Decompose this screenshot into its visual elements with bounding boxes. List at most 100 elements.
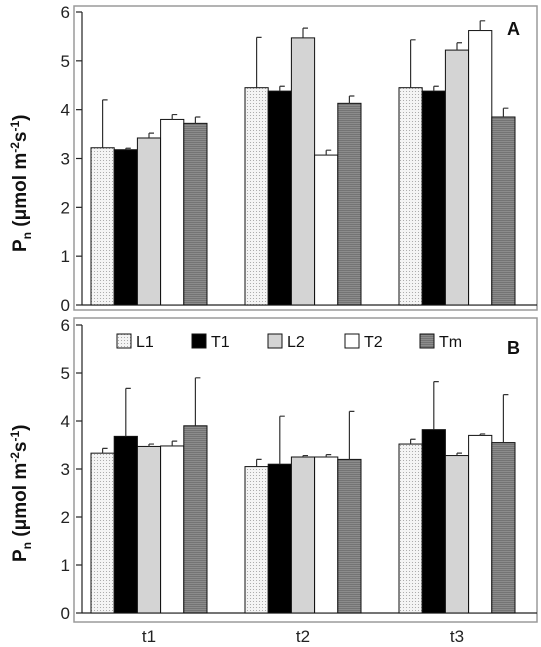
legend-swatch-t1 xyxy=(191,333,207,349)
bar-tm-t2 xyxy=(337,102,362,306)
bar-t1-t3 xyxy=(421,90,446,306)
panel-a-error-bars xyxy=(102,20,509,156)
error-bar-t2-t2 xyxy=(325,149,332,156)
y-tick-label: 1 xyxy=(61,556,70,575)
y-tick-label: 3 xyxy=(61,150,70,169)
bar-tm-t1 xyxy=(183,122,208,306)
legend-label-l1: L1 xyxy=(136,334,154,351)
error-bar-l1-t1 xyxy=(102,447,108,454)
error-bar-t2-t3 xyxy=(479,433,486,436)
panel-b-legend: L1 T1 L2 T2 Tm xyxy=(116,333,462,351)
y-tick-label: 2 xyxy=(61,508,70,527)
legend-label-t2: T2 xyxy=(364,334,383,351)
y-tick-label: 0 xyxy=(61,296,70,315)
bar-t2-t3 xyxy=(468,434,493,614)
bar-t2-t2 xyxy=(314,456,339,614)
error-bar-t1-t2 xyxy=(279,85,285,92)
bar-tm-t3 xyxy=(491,116,516,306)
error-bar-tm-t3 xyxy=(502,394,509,443)
legend-label-t1: T1 xyxy=(211,334,230,351)
legend-label-tm: Tm xyxy=(439,334,462,351)
bar-l1-t2 xyxy=(244,466,269,614)
bar-t2-t1 xyxy=(160,445,185,614)
x-category-label-t2: t2 xyxy=(296,627,310,646)
x-category-label-t1: t1 xyxy=(142,627,156,646)
legend-swatch-t2 xyxy=(344,333,360,349)
bar-l2-t3 xyxy=(444,49,470,306)
bar-l2-t1 xyxy=(136,445,162,614)
error-bar-l1-t1 xyxy=(102,99,108,148)
bar-l1-t1 xyxy=(90,147,115,306)
error-bar-tm-t3 xyxy=(502,107,509,117)
bar-t1-t3 xyxy=(421,429,446,614)
y-axis-title-b: Pn (μmol m-2s-1) xyxy=(8,425,34,562)
bar-l1-t2 xyxy=(244,87,269,306)
y-tick-label: 4 xyxy=(61,412,70,431)
y-tick-label: 1 xyxy=(61,247,70,266)
bar-l1-t3 xyxy=(398,443,423,614)
error-bar-tm-t2 xyxy=(348,410,355,460)
x-category-labels: t1 t2 t3 xyxy=(142,627,464,646)
error-bar-l2-t2 xyxy=(302,27,308,38)
panel-b-y-ticks: 0 1 2 3 4 5 6 xyxy=(61,316,82,623)
panel-a-y-ticks: 0 1 2 3 4 5 6 xyxy=(61,3,82,315)
error-bar-t2-t3 xyxy=(479,20,486,31)
x-category-label-t3: t3 xyxy=(450,627,464,646)
error-bar-tm-t1 xyxy=(194,377,201,426)
bar-tm-t2 xyxy=(337,458,362,614)
y-tick-label: 0 xyxy=(61,604,70,623)
legend-swatch-l2 xyxy=(267,333,283,349)
y-tick-label: 5 xyxy=(61,364,70,383)
error-bar-l2-t1 xyxy=(148,443,154,447)
bar-t2-t1 xyxy=(160,118,185,306)
y-tick-label: 6 xyxy=(61,3,70,22)
error-bar-t1-t3 xyxy=(433,381,439,430)
error-bar-l1-t3 xyxy=(410,39,416,88)
bar-t1-t1 xyxy=(113,149,138,306)
legend-swatch-tm xyxy=(419,333,435,349)
bar-l1-t1 xyxy=(90,452,115,614)
error-bar-l2-t3 xyxy=(456,42,462,51)
panel-a: A 0 1 2 3 4 5 6 xyxy=(61,3,538,315)
bar-l2-t1 xyxy=(136,137,162,306)
error-bar-l1-t2 xyxy=(256,36,262,88)
error-bar-t1-t3 xyxy=(433,85,439,92)
legend-label-l2: L2 xyxy=(287,334,305,351)
error-bar-t2-t2 xyxy=(325,454,332,457)
error-bar-t1-t1 xyxy=(125,147,131,150)
error-bar-l1-t2 xyxy=(256,458,262,467)
bar-tm-t1 xyxy=(183,425,208,614)
bar-l2-t2 xyxy=(290,456,316,614)
panel-b: B 0 1 2 3 4 5 6 L1 T1 L2 T2 Tm xyxy=(61,316,538,623)
bar-t1-t1 xyxy=(113,435,138,614)
y-tick-label: 6 xyxy=(61,316,70,335)
y-tick-label: 4 xyxy=(61,101,70,120)
panel-a-bars xyxy=(90,30,516,306)
bar-l2-t3 xyxy=(444,455,470,614)
bar-l1-t3 xyxy=(398,87,423,306)
error-bar-l1-t3 xyxy=(410,438,416,445)
error-bar-l2-t2 xyxy=(302,454,308,457)
bar-t1-t2 xyxy=(267,463,292,614)
error-bar-tm-t2 xyxy=(348,95,355,104)
error-bar-l2-t3 xyxy=(456,452,462,456)
panel-b-letter: B xyxy=(507,338,520,358)
panel-b-error-bars xyxy=(102,377,509,467)
error-bar-l2-t1 xyxy=(148,132,154,138)
error-bar-t2-t1 xyxy=(171,440,178,446)
error-bar-t1-t2 xyxy=(279,415,285,465)
error-bar-tm-t1 xyxy=(194,116,201,124)
panel-a-letter: A xyxy=(507,19,520,39)
bar-t1-t2 xyxy=(267,90,292,306)
y-tick-label: 5 xyxy=(61,52,70,71)
bar-l2-t2 xyxy=(290,37,316,306)
panel-a-frame xyxy=(73,5,538,311)
y-tick-label: 3 xyxy=(61,460,70,479)
panel-b-frame xyxy=(73,317,538,623)
bar-t2-t2 xyxy=(314,154,339,306)
error-bar-t1-t1 xyxy=(125,387,131,437)
y-axis-title-a: Pn (μmol m-2s-1) xyxy=(8,115,34,252)
bar-tm-t3 xyxy=(491,442,516,614)
y-tick-label: 2 xyxy=(61,198,70,217)
